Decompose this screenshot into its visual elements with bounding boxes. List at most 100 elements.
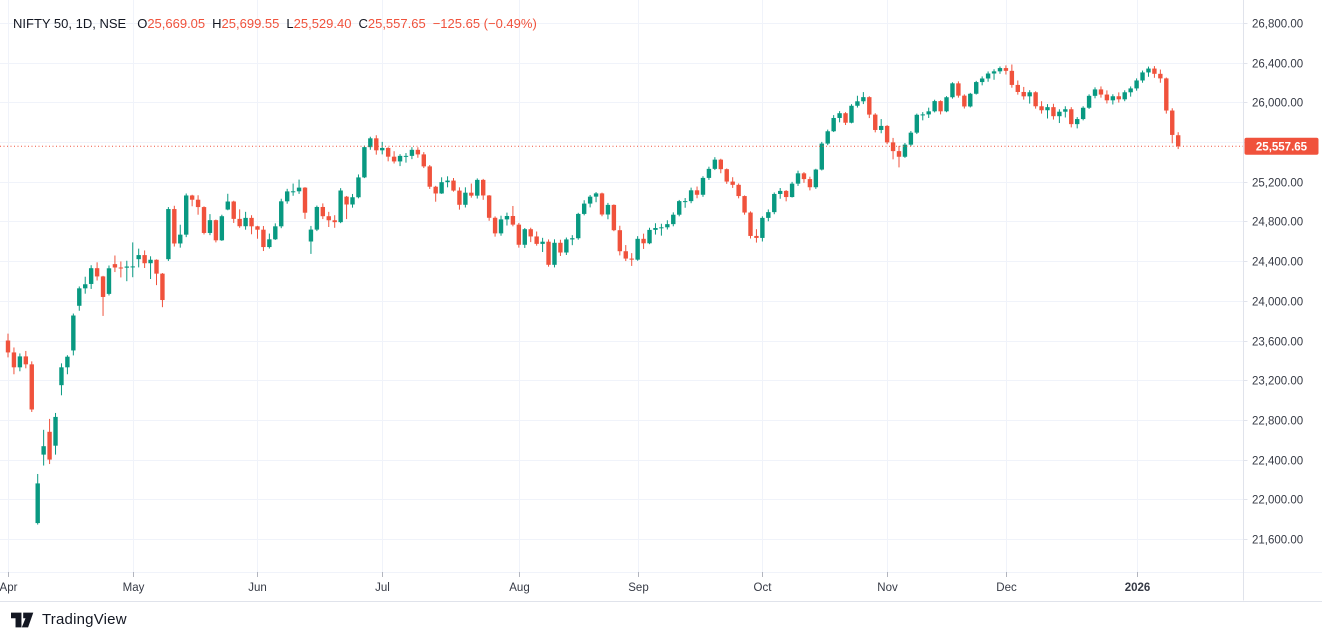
candle-body-down (1003, 68, 1009, 71)
price-axis[interactable]: 21,600.00 22,000.00 22,400.00 22,800.00 23,2… (1243, 19, 1303, 547)
candle-body-up (950, 83, 955, 98)
candle-body-down (261, 229, 266, 248)
price-axis-label: 25,200.00 (1252, 178, 1303, 190)
candle-body-down (415, 149, 421, 155)
candle-body-down (629, 258, 634, 260)
candle-body-down (326, 216, 331, 221)
candle-body-up (997, 68, 1003, 72)
change-value: −125.65 (−0.49%) (432, 16, 537, 31)
tradingview-brand-text[interactable]: TradingView (42, 611, 127, 628)
candle-body-up (368, 138, 373, 148)
candle-body-down (724, 169, 729, 182)
candle-body-down (320, 206, 326, 217)
candle-body-down (516, 224, 522, 245)
candle-body-up (83, 284, 88, 289)
candle-body-up (635, 238, 640, 260)
candle-body-down (873, 114, 878, 130)
candle-body-up (284, 191, 290, 202)
candle-body-down (427, 166, 432, 187)
candle-body-up (795, 173, 801, 184)
symbol-info-legend: NIFTY 50, 1D, NSE O25,669.05 H25,699.55 … (13, 16, 537, 31)
candle-body-up (1075, 119, 1080, 125)
candle-body-down (510, 216, 516, 225)
candle-body-down (1009, 70, 1015, 85)
candle-body-down (736, 184, 741, 197)
candle-body-up (522, 229, 527, 245)
candle-body-up (706, 168, 712, 178)
candle-body-down (23, 356, 29, 365)
candle-body-up (409, 149, 415, 156)
candle-body-up (564, 239, 569, 253)
candle-body-down (142, 255, 147, 264)
candle-body-up (979, 78, 985, 83)
time-axis-label: Jul (375, 582, 390, 594)
candle-body-up (463, 192, 468, 205)
candle-body-down (457, 190, 462, 205)
candle-body-down (249, 217, 254, 227)
candle-body-down (528, 229, 533, 237)
ohlc-low: L25,529.40 (286, 16, 351, 31)
candle-body-up (576, 213, 581, 239)
candle-body-down (718, 159, 723, 170)
candle-body-up (59, 367, 64, 386)
time-axis-label: Dec (996, 582, 1017, 594)
candle-body-up (647, 229, 652, 244)
candle-body-up (813, 169, 819, 188)
candle-body-up (243, 217, 248, 227)
candle-body-up (350, 197, 355, 205)
candle-body-up (475, 179, 480, 196)
price-axis-label: 24,800.00 (1252, 217, 1303, 229)
candle-body-down (896, 151, 902, 157)
candle-body-up (225, 201, 230, 210)
candle-body-up (825, 131, 830, 144)
candle-body-down (237, 218, 242, 227)
candle-body-down (694, 190, 700, 195)
candle-body-up (1092, 89, 1098, 96)
time-axis[interactable]: Apr May Jun Jul Aug Sep Oct Nov Dec 2026 (0, 572, 1150, 594)
price-axis-label: 24,000.00 (1252, 297, 1303, 309)
candle-body-up (861, 97, 866, 102)
price-axis-label: 24,400.00 (1252, 257, 1303, 269)
candle-body-up (314, 206, 320, 230)
price-axis-label: 22,400.00 (1252, 456, 1303, 468)
candle-body-down (1104, 94, 1110, 101)
candle-body-up (35, 483, 40, 524)
candle-body-down (783, 190, 789, 198)
candle-body-down (1098, 89, 1104, 95)
candle-body-up (1063, 109, 1068, 112)
candle-body-down (1069, 109, 1074, 125)
candle-body-down (112, 264, 118, 268)
candle-body-up (902, 144, 908, 157)
candle-body-up (1140, 72, 1145, 81)
candle-body-up (855, 101, 860, 106)
candle-body-up (1086, 95, 1092, 108)
symbol-title[interactable]: NIFTY 50, 1D, NSE (13, 16, 127, 31)
candle-body-up (677, 201, 682, 215)
candle-body-up (88, 268, 94, 284)
candle-body-down (956, 83, 961, 96)
tradingview-logo-icon[interactable] (11, 612, 34, 628)
ohlc-open: O25,669.05 (137, 16, 205, 31)
candle-body-down (546, 241, 551, 265)
candle-body-down (1170, 110, 1175, 135)
candle-body-up (974, 82, 979, 94)
candle-body-down (962, 95, 967, 107)
candle-body-down (1164, 78, 1169, 111)
candle-body-up (397, 155, 403, 162)
candle-body-down (1116, 96, 1121, 100)
candle-body-up (920, 114, 925, 116)
candlestick-chart[interactable]: 21,600.00 22,000.00 22,400.00 22,800.00 23,2… (0, 0, 1322, 601)
candle-body-up (849, 105, 854, 123)
candle-body-down (255, 226, 260, 230)
candle-body-up (338, 190, 343, 223)
price-axis-label: 21,600.00 (1252, 535, 1303, 547)
open-label: O (137, 16, 148, 31)
candle-body-down (867, 97, 872, 115)
candle-body-up (17, 356, 23, 368)
candle-body-down (385, 147, 391, 157)
candle-body-up (540, 241, 545, 244)
candle-body-down (486, 195, 492, 218)
candle-body-up (653, 228, 658, 230)
candle-body-down (154, 259, 159, 274)
